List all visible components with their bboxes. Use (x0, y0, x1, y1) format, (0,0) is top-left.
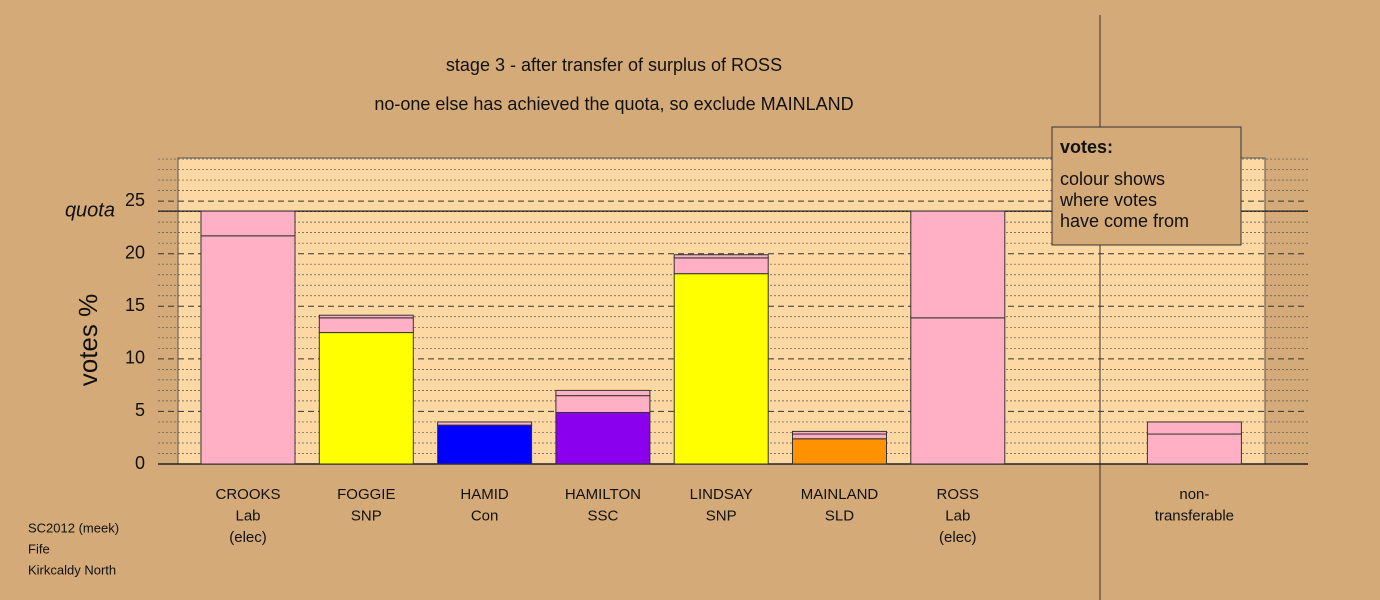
legend-title: votes: (1060, 137, 1113, 157)
x-tick-label: (elec) (939, 529, 977, 546)
x-tick-label: LINDSAY (690, 486, 753, 503)
footer-text: SC2012 (meek) (28, 520, 119, 535)
x-tick-label: SSC (587, 507, 618, 524)
x-tick-label: Lab (945, 507, 970, 524)
bar-segment (792, 430, 887, 435)
x-tick-label: ROSS (937, 486, 980, 503)
bar-segment (1146, 433, 1242, 465)
bar-segment (673, 257, 769, 275)
x-tick-label: Lab (235, 507, 260, 524)
x-tick-label: HAMID (460, 486, 509, 503)
bar-segment (910, 317, 1006, 465)
legend-text: have come from (1060, 211, 1189, 231)
chart-title: stage 3 - after transfer of surplus of R… (446, 55, 782, 75)
bar-segment (555, 389, 651, 397)
x-tick-label: (elec) (229, 529, 267, 546)
bar-segment (318, 314, 414, 319)
x-tick-label: non- (1179, 486, 1209, 503)
legend-text: where votes (1059, 190, 1157, 210)
bar-segment (792, 438, 887, 465)
x-tick-label: MAINLAND (801, 486, 879, 503)
x-tick-label: SLD (825, 507, 854, 524)
bar-segment (200, 210, 296, 237)
legend-box (1051, 126, 1242, 246)
x-tick-label: CROOKS (215, 486, 280, 503)
bar-segment (792, 433, 887, 440)
bar-segment (1146, 421, 1242, 435)
y-tick-label: 15 (125, 295, 145, 315)
chart-subtitle: no-one else has achieved the quota, so e… (374, 94, 853, 114)
bar-segment (673, 254, 769, 259)
legend-text: colour shows (1060, 169, 1165, 189)
footer-text: Fife (28, 541, 50, 556)
y-tick-label: 5 (135, 400, 145, 420)
x-tick-label: SNP (351, 507, 382, 524)
y-axis-label: votes % (73, 294, 103, 387)
y-tick-label: 25 (125, 190, 145, 210)
bar-segment (318, 332, 414, 465)
y-tick-label: 0 (135, 453, 145, 473)
bar-segment (555, 411, 651, 465)
bar-segment (673, 273, 769, 465)
bar-segment (318, 317, 414, 334)
bar-segment (555, 395, 651, 413)
x-tick-label: SNP (706, 507, 737, 524)
bar-segment (437, 421, 533, 426)
y-tick-label: 20 (125, 242, 145, 262)
bar-segment (200, 235, 296, 465)
x-tick-label: HAMILTON (565, 486, 641, 503)
x-tick-label: transferable (1155, 507, 1234, 524)
y-tick-label: 10 (125, 348, 145, 368)
footer-text: Kirkcaldy North (28, 562, 116, 577)
x-tick-label: Con (471, 507, 499, 524)
bar-segment (910, 210, 1006, 319)
quota-label: quota (65, 199, 115, 221)
bar-segment (437, 424, 533, 465)
x-tick-label: FOGGIE (337, 486, 395, 503)
